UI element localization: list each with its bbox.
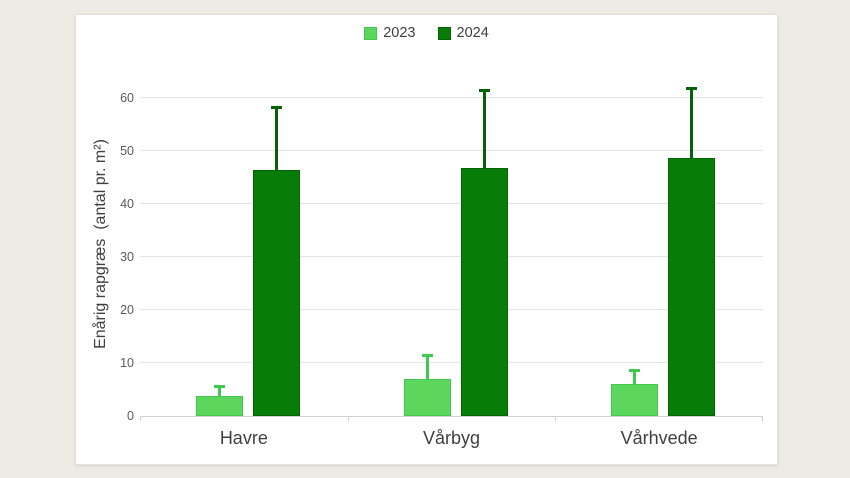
gridline-60 [140,96,763,98]
legend-swatch-2024 [437,26,451,40]
legend-label-2024: 2024 [456,25,489,41]
y-tick-label-40: 40 [120,196,134,211]
gridline-30 [140,255,763,257]
legend-swatch-2023 [364,26,378,40]
error-cap-2023-havre [214,384,225,388]
error-bar-2024-vårhvede [690,88,694,158]
error-cap-2024-vårbyg [478,88,490,92]
chart-legend: 2023 2024 [76,25,777,41]
x-category-label-vårbyg: Vårbyg [422,428,480,448]
bar-2023-vårbyg [403,378,451,416]
x-category-label-vårhvede: Vårhvede [620,428,698,448]
error-bar-2023-vårhvede [633,370,637,385]
y-tick-label-30: 30 [120,249,134,264]
error-cap-2023-vårhvede [629,368,641,372]
x-axis-tick [762,416,763,421]
error-bar-2024-havre [275,107,278,171]
x-axis-tick [140,416,141,421]
bar-2023-vårhvede [611,384,659,416]
error-cap-2024-vårhvede [686,86,698,90]
legend-label-2023: 2023 [383,25,416,41]
gridline-20 [140,308,763,310]
x-axis-tick [347,416,349,421]
x-category-label-havre: Havre [219,428,268,448]
error-bar-2024-vårbyg [482,90,486,168]
error-cap-2023-vårbyg [421,354,433,358]
plot-area: Havre Vårbyg Vårhvede [140,71,763,448]
error-bar-2023-havre [218,386,221,396]
category-group-havre: Havre [140,71,348,448]
error-bar-2023-vårbyg [425,356,429,379]
bar-2024-vårhvede [668,157,716,416]
bar-2023-havre [196,395,243,416]
y-tick-label-0: 0 [127,409,134,423]
y-tick-label-10: 10 [120,355,134,370]
legend-item-2023: 2023 [364,25,416,41]
legend-item-2024: 2024 [437,25,489,41]
y-tick-label-50: 50 [120,143,134,158]
gridline-40 [140,202,763,204]
bar-2024-havre [253,170,300,416]
x-axis-tick [555,416,557,421]
bar-2024-vårbyg [460,167,508,416]
gridline-10 [140,361,763,363]
chart-panel: 2023 2024 Enårig rapgræs (antal pr. m²) … [75,14,778,465]
y-tick-label-60: 60 [120,90,134,105]
y-axis-tick-labels: 0 10 20 30 40 50 60 [76,71,134,423]
error-cap-2024-havre [271,105,282,109]
gridline-50 [140,149,763,151]
category-group-vårbyg: Vårbyg [348,71,556,448]
category-group-vårhvede: Vårhvede [555,71,763,448]
x-axis-line [140,416,763,417]
y-tick-label-20: 20 [120,302,134,317]
